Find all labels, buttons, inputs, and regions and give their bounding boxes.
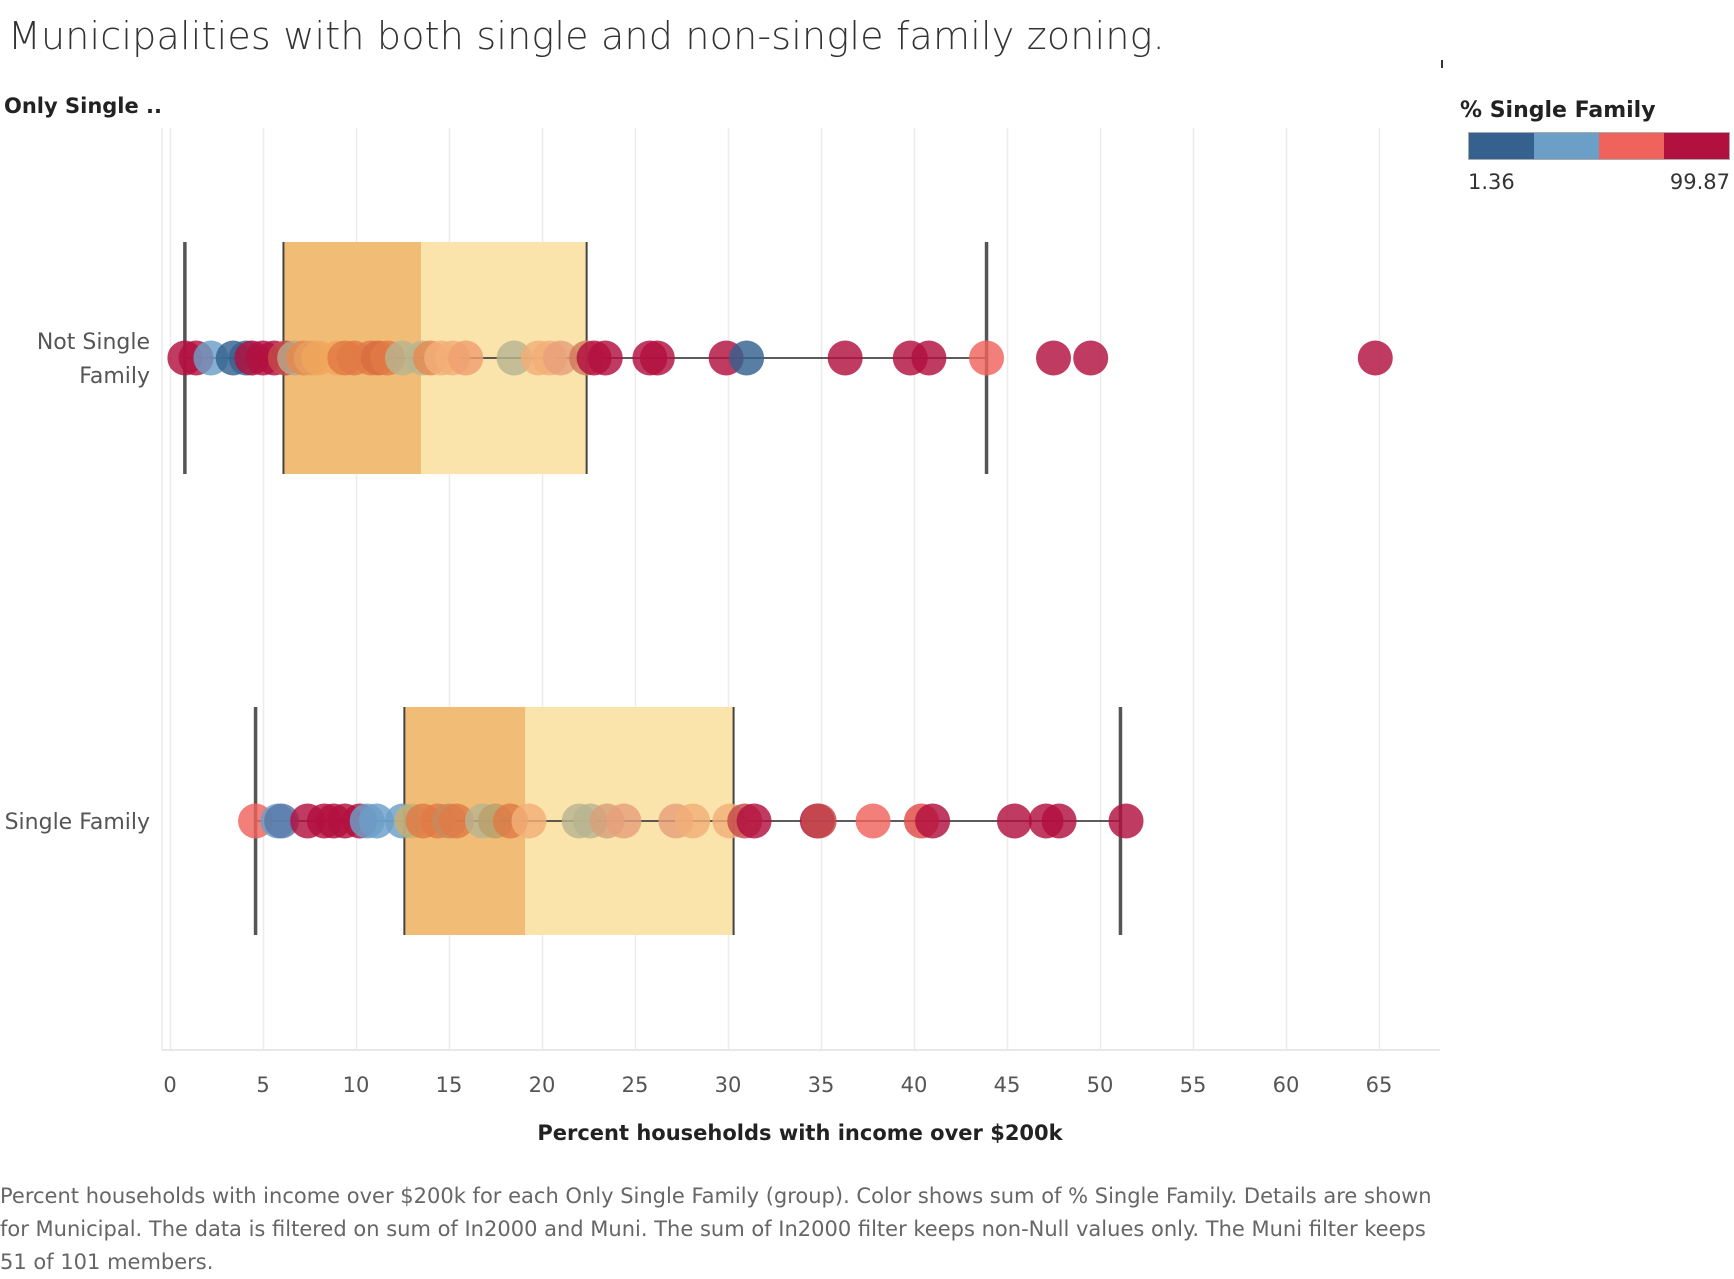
- x-tick-label: 65: [1366, 1073, 1393, 1097]
- legend-swatch: [1534, 133, 1599, 159]
- legend-color-ramp[interactable]: [1468, 132, 1730, 160]
- data-point[interactable]: [1108, 803, 1144, 839]
- category-label[interactable]: Family: [79, 364, 150, 389]
- x-tick-label: 55: [1180, 1073, 1207, 1097]
- legend-min-label: 1.36: [1468, 170, 1515, 194]
- data-point[interactable]: [1036, 340, 1071, 376]
- data-point[interactable]: [639, 340, 675, 376]
- legend-swatch: [1469, 133, 1534, 159]
- x-tick-label: 25: [622, 1073, 649, 1097]
- data-point[interactable]: [736, 803, 772, 839]
- data-point[interactable]: [438, 803, 474, 839]
- legend-title: % Single Family: [1460, 98, 1656, 123]
- data-point[interactable]: [264, 803, 300, 839]
- category-label[interactable]: Not Single: [37, 330, 150, 355]
- x-tick-label: 60: [1273, 1073, 1300, 1097]
- data-point[interactable]: [915, 803, 951, 839]
- data-point[interactable]: [1041, 803, 1077, 839]
- legend-midpoint-tick: [1441, 60, 1443, 68]
- legend-swatch: [1664, 133, 1729, 159]
- x-tick-label: 15: [436, 1073, 463, 1097]
- row-header[interactable]: Only Single ..: [4, 94, 163, 118]
- chart-caption: Percent households with income over $200…: [0, 1184, 1432, 1274]
- x-tick-label: 40: [901, 1073, 928, 1097]
- data-point[interactable]: [543, 340, 579, 376]
- data-point[interactable]: [911, 340, 947, 376]
- data-point[interactable]: [996, 803, 1032, 839]
- data-point[interactable]: [675, 803, 711, 839]
- chart-title: Municipalities with both single and non-…: [8, 14, 1165, 58]
- data-point[interactable]: [1073, 340, 1109, 376]
- data-point[interactable]: [729, 340, 765, 376]
- color-legend[interactable]: % Single Family 1.36 99.87: [1460, 96, 1730, 206]
- data-point[interactable]: [606, 803, 642, 839]
- x-tick-label: 0: [163, 1073, 176, 1097]
- legend-swatch: [1599, 133, 1664, 159]
- category-label[interactable]: Single Family: [5, 810, 150, 835]
- x-tick-label: 10: [343, 1073, 370, 1097]
- data-point[interactable]: [358, 803, 394, 839]
- data-point[interactable]: [827, 340, 863, 376]
- x-tick-label: 45: [994, 1073, 1021, 1097]
- data-point[interactable]: [496, 340, 532, 376]
- x-tick-label: 35: [808, 1073, 835, 1097]
- x-tick-label: 50: [1087, 1073, 1114, 1097]
- x-tick-label: 5: [256, 1073, 269, 1097]
- x-tick-label: 20: [529, 1073, 556, 1097]
- data-point[interactable]: [855, 803, 891, 839]
- data-point[interactable]: [801, 803, 837, 839]
- data-point[interactable]: [587, 340, 623, 376]
- data-point[interactable]: [969, 340, 1005, 376]
- x-axis-title: Percent households with income over $200…: [537, 1121, 1063, 1145]
- legend-max-label: 99.87: [1669, 170, 1730, 194]
- data-point[interactable]: [511, 803, 547, 839]
- data-point[interactable]: [1357, 340, 1393, 376]
- x-tick-label: 30: [715, 1073, 742, 1097]
- data-point[interactable]: [448, 340, 484, 376]
